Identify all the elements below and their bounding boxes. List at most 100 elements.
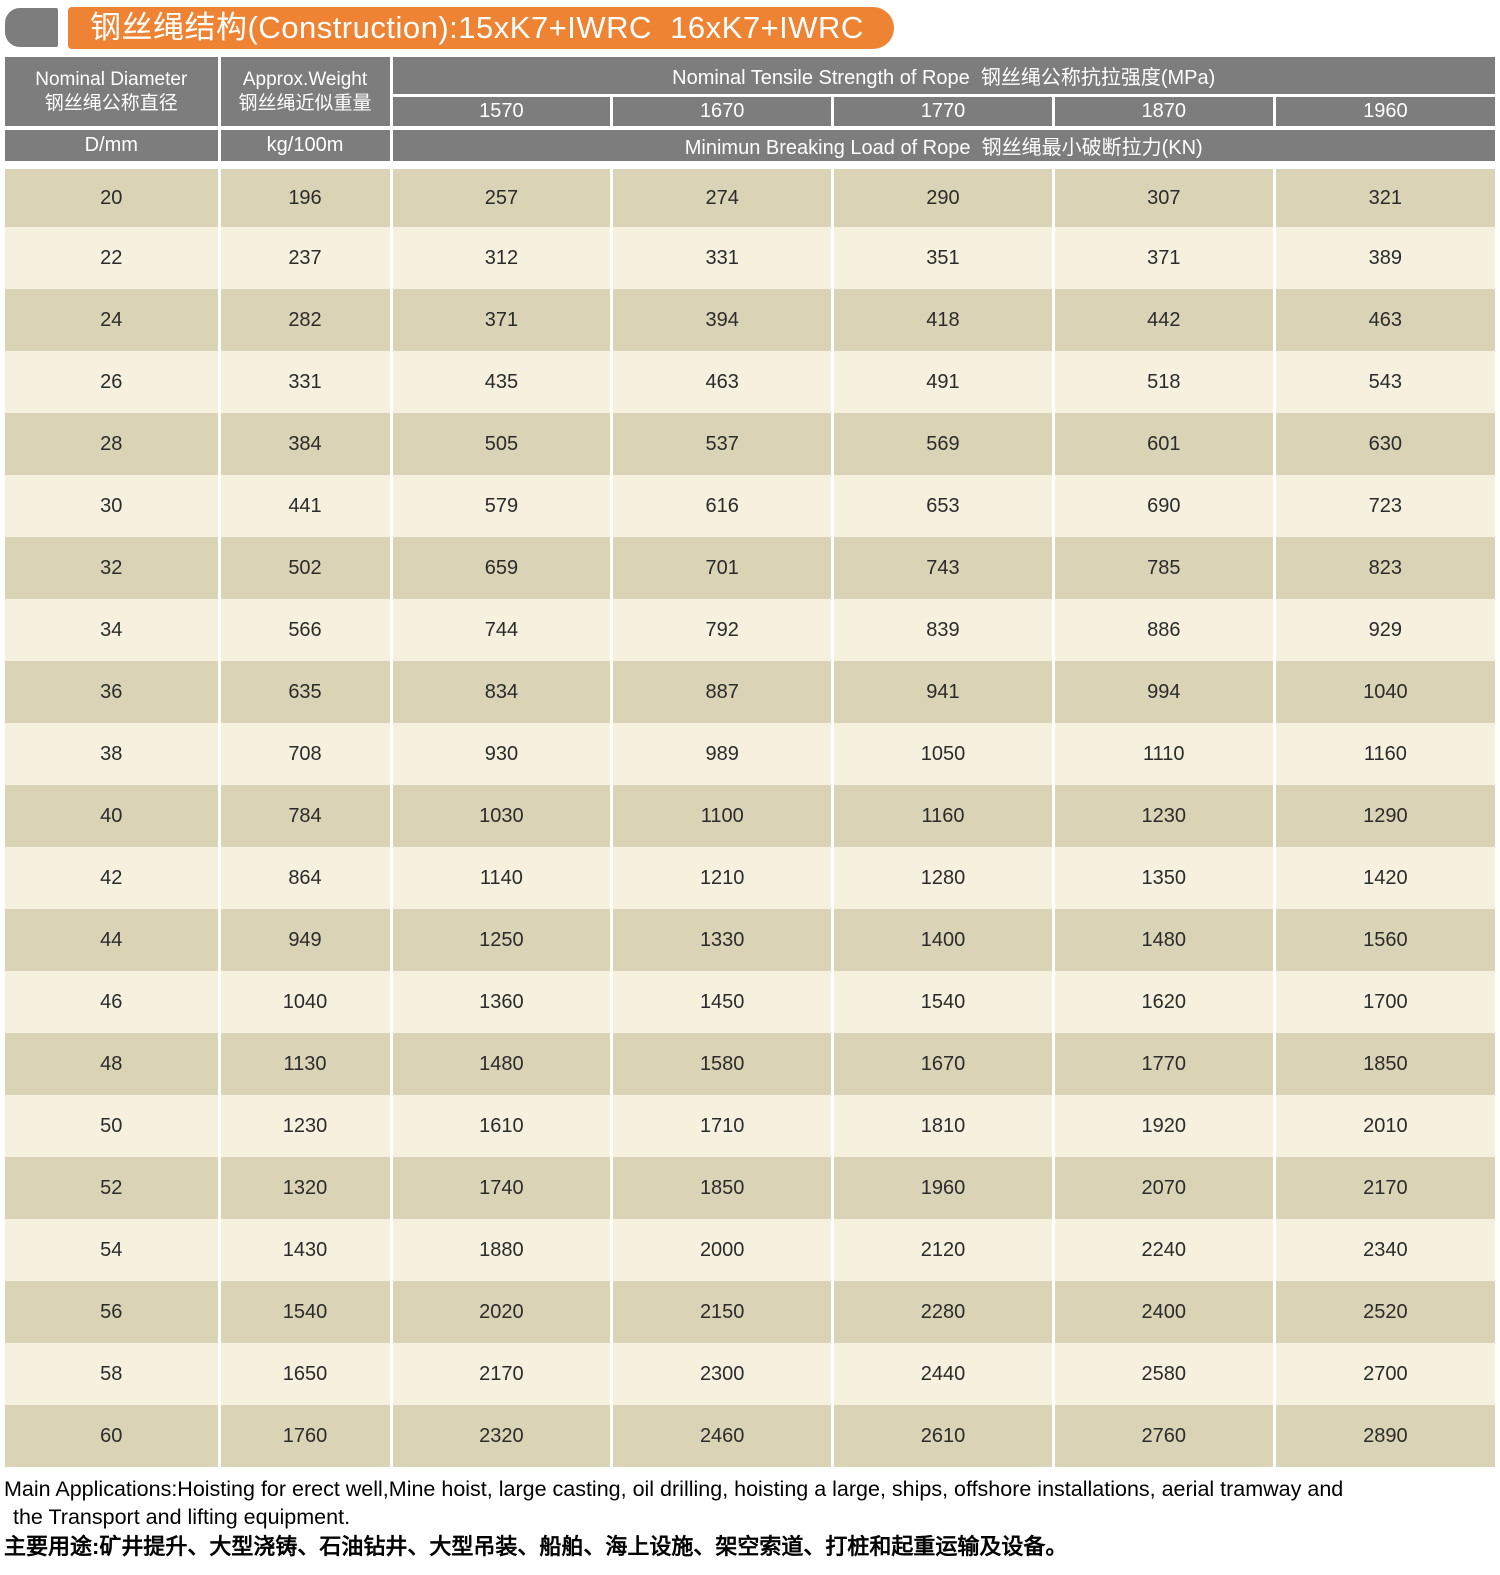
load-1960-cell: 2890 — [1363, 1424, 1408, 1447]
header-strength-1870: 1870 — [1053, 93, 1276, 128]
diameter-cell: 44 — [5, 909, 221, 971]
table-row: 44 949 1250 1330 1400 1480 1560 — [5, 909, 1495, 971]
weight-cell: 237 — [219, 227, 393, 289]
table-row: 28 384 505 537 569 601 630 — [5, 413, 1495, 475]
load-1570-cell: 435 — [391, 351, 614, 413]
load-1960-cell: 1290 — [1363, 804, 1408, 827]
table-row: 32 502 659 701 743 785 823 — [5, 537, 1495, 599]
load-1770-cell: 418 — [832, 289, 1055, 351]
load-1770-cell: 839 — [832, 599, 1055, 661]
load-1870-cell: 886 — [1053, 599, 1276, 661]
load-1670-cell: 2460 — [611, 1405, 835, 1467]
diameter-cell: 36 — [5, 661, 221, 723]
weight-cell: 864 — [219, 847, 393, 909]
table-row: 52 1320 1740 1850 1960 2070 2170 — [5, 1157, 1495, 1219]
load-1770-cell: 653 — [832, 475, 1055, 537]
load-1570-cell: 371 — [391, 289, 614, 351]
load-1960-cell: 1850 — [1363, 1052, 1408, 1075]
diameter-cell: 60 — [5, 1405, 221, 1467]
table-row: 58 1650 2170 2300 2440 2580 2700 — [5, 1343, 1495, 1405]
table-row: 20 196 257 274 290 307 321 — [5, 161, 1495, 227]
header-strength-1770: 1770 — [832, 93, 1055, 128]
load-1960-cell: 389 — [1368, 246, 1403, 269]
load-1870-cell: 1110 — [1053, 723, 1276, 785]
load-1670-cell: 792 — [611, 599, 835, 661]
load-1960-cell: 1040 — [1363, 680, 1408, 703]
weight-cell: 282 — [219, 289, 393, 351]
header-nominal-diameter-en: Nominal Diameter — [35, 68, 188, 90]
load-1570-cell: 1360 — [391, 971, 614, 1033]
load-1670-cell: 1330 — [611, 909, 835, 971]
weight-cell: 1130 — [219, 1033, 393, 1095]
load-1870-cell: 2070 — [1053, 1157, 1276, 1219]
weight-cell: 1040 — [219, 971, 393, 1033]
weight-cell: 196 — [219, 161, 393, 227]
header-strength-1570: 1570 — [391, 93, 614, 128]
load-1870-cell: 442 — [1053, 289, 1276, 351]
load-1870-cell: 785 — [1053, 537, 1276, 599]
load-1960-cell: 630 — [1368, 432, 1403, 455]
load-1870-cell: 2400 — [1053, 1281, 1276, 1343]
header-weight-unit: kg/100m — [219, 126, 393, 165]
side-tab-shape — [5, 8, 58, 47]
load-1870-cell: 994 — [1053, 661, 1276, 723]
load-1960-cell: 1560 — [1363, 928, 1408, 951]
load-1670-cell: 1210 — [611, 847, 835, 909]
load-1770-cell: 1050 — [832, 723, 1055, 785]
rope-spec-table: Nominal Diameter 钢丝绳公称直径 Approx.Weight 钢… — [5, 57, 1495, 1467]
main-applications-chinese: 主要用途:矿井提升、大型浇铸、石油钻井、大型吊装、船舶、海上设施、架空索道、打桩… — [4, 1534, 1068, 1559]
load-1570-cell: 1610 — [391, 1095, 614, 1157]
load-1570-cell: 1480 — [391, 1033, 614, 1095]
header-diameter-unit: D/mm — [5, 126, 221, 165]
diameter-cell: 52 — [5, 1157, 221, 1219]
load-1960-cell: 1160 — [1363, 742, 1407, 765]
diameter-cell: 56 — [5, 1281, 221, 1343]
load-1670-cell: 1450 — [611, 971, 835, 1033]
load-1670-cell: 616 — [611, 475, 835, 537]
load-1960-cell: 321 — [1274, 161, 1495, 227]
load-1670-cell: 331 — [611, 227, 835, 289]
load-1870-cell: 307 — [1053, 161, 1276, 227]
diameter-cell: 48 — [5, 1033, 221, 1095]
diameter-cell: 24 — [5, 289, 221, 351]
load-1870-cell: 2760 — [1053, 1405, 1276, 1467]
load-1960-cell: 823 — [1368, 556, 1403, 579]
load-1570-cell: 505 — [391, 413, 614, 475]
diameter-cell: 40 — [5, 785, 221, 847]
table-row: 56 1540 2020 2150 2280 2400 2520 — [5, 1281, 1495, 1343]
construction-title-banner: 钢丝绳结构(Construction):15xK7+IWRC 16xK7+IWR… — [68, 7, 894, 49]
table-row: 60 1760 2320 2460 2610 2760 2890 — [5, 1405, 1495, 1467]
table-row: 48 1130 1480 1580 1670 1770 1850 — [5, 1033, 1495, 1095]
load-1670-cell: 1710 — [611, 1095, 835, 1157]
header-approx-weight-en: Approx.Weight — [242, 68, 368, 90]
weight-cell: 708 — [219, 723, 393, 785]
table-body: 20 196 257 274 290 307 321 22 237 312 331 351 371 389… — [5, 161, 1495, 1467]
diameter-cell: 38 — [5, 723, 221, 785]
header-strength-1670: 1670 — [611, 93, 835, 128]
main-applications-text: Main Applications:Hoisting for erect wel… — [4, 1475, 1494, 1531]
header-tensile-strength: Nominal Tensile Strength of Rope 钢丝绳公称抗拉… — [391, 57, 1495, 95]
table-row: 36 635 834 887 941 994 1040 — [5, 661, 1495, 723]
load-1770-cell: 351 — [832, 227, 1055, 289]
load-1870-cell: 1920 — [1053, 1095, 1276, 1157]
load-1670-cell: 274 — [611, 161, 835, 227]
weight-cell: 1320 — [219, 1157, 393, 1219]
diameter-cell: 32 — [5, 537, 221, 599]
load-1670-cell: 2300 — [611, 1343, 835, 1405]
load-1570-cell: 659 — [391, 537, 614, 599]
weight-cell: 1430 — [219, 1219, 393, 1281]
weight-cell: 331 — [219, 351, 393, 413]
load-1570-cell: 1880 — [391, 1219, 614, 1281]
diameter-cell: 58 — [5, 1343, 221, 1405]
diameter-cell: 54 — [5, 1219, 221, 1281]
header-approx-weight-zh: 钢丝绳近似重量 — [238, 92, 372, 114]
page-title: 钢丝绳结构(Construction):15xK7+IWRC 16xK7+IWR… — [90, 10, 864, 45]
load-1870-cell: 1770 — [1053, 1033, 1276, 1095]
header-nominal-diameter-zh: 钢丝绳公称直径 — [44, 92, 178, 114]
load-1770-cell: 569 — [832, 413, 1055, 475]
diameter-cell: 28 — [5, 413, 221, 475]
load-1870-cell: 1350 — [1053, 847, 1276, 909]
table-header: Nominal Diameter 钢丝绳公称直径 Approx.Weight 钢… — [5, 57, 1495, 165]
